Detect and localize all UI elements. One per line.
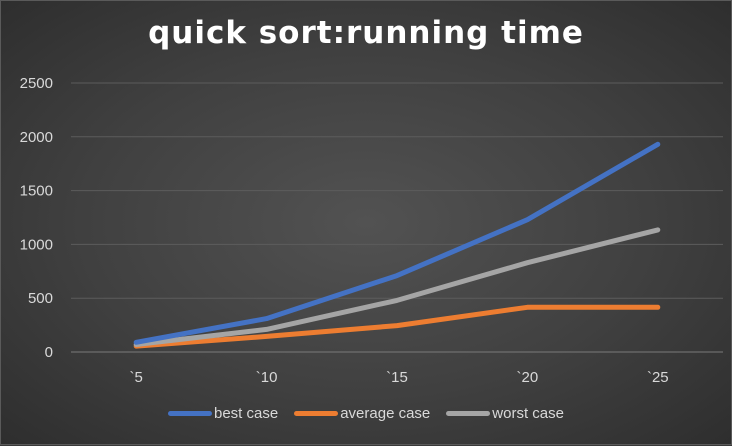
legend-item-average-case: average case bbox=[294, 405, 430, 422]
legend-swatch bbox=[168, 411, 212, 416]
series-line-worst-case bbox=[133, 227, 661, 347]
legend-label: worst case bbox=[492, 405, 564, 422]
x-tick-label: `25 bbox=[647, 369, 669, 386]
x-axis-ticks: `5 `10 `15 `20 `25 bbox=[130, 369, 669, 386]
y-tick-label: 0 bbox=[45, 344, 53, 361]
y-tick-label: 2000 bbox=[20, 129, 53, 146]
legend-label: average case bbox=[340, 405, 431, 422]
legend-item-best-case: best case bbox=[168, 405, 278, 422]
chart-title: quick sort:running time bbox=[148, 15, 584, 51]
legend: best case average case worst case bbox=[1, 405, 731, 422]
y-tick-label: 2500 bbox=[20, 75, 53, 92]
series-lines bbox=[133, 141, 661, 349]
x-tick-label: `10 bbox=[256, 369, 278, 386]
y-tick-label: 1500 bbox=[20, 183, 53, 200]
series-line-average-case bbox=[133, 304, 661, 349]
legend-item-worst-case: worst case bbox=[446, 405, 564, 422]
x-tick-label: `5 bbox=[130, 369, 143, 386]
x-tick-label: `20 bbox=[517, 369, 539, 386]
x-tick-label: `15 bbox=[386, 369, 408, 386]
y-tick-label: 1000 bbox=[20, 236, 53, 253]
series-line-best-case bbox=[133, 141, 661, 345]
legend-swatch bbox=[294, 411, 339, 416]
gridlines bbox=[71, 82, 723, 353]
legend-label: best case bbox=[214, 405, 279, 422]
legend-swatch bbox=[446, 411, 491, 416]
y-tick-label: 500 bbox=[28, 290, 53, 307]
y-axis-ticks: 0 500 1000 1500 2000 2500 bbox=[20, 75, 53, 361]
